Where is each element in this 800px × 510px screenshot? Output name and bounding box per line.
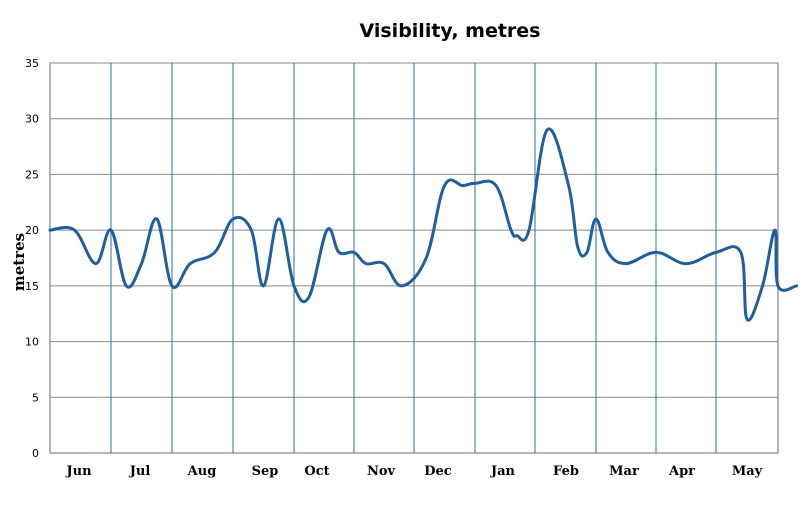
y-tick-label: 15: [25, 280, 39, 293]
x-tick-label: May: [732, 464, 763, 479]
y-tick-label: 5: [32, 391, 39, 404]
y-tick-label: 35: [25, 57, 39, 70]
y-tick-label: 30: [25, 113, 39, 126]
x-tick-label: Sep: [252, 464, 279, 479]
x-tick-label: Jul: [129, 464, 151, 479]
x-tick-label: Jan: [490, 464, 516, 479]
x-tick-label: Nov: [367, 464, 396, 479]
x-tick-label: Jun: [65, 464, 92, 479]
x-tick-label: Apr: [668, 464, 695, 479]
x-tick-label: Aug: [187, 464, 217, 479]
y-tick-label: 20: [25, 224, 39, 237]
chart-title: Visibility, metres: [359, 20, 541, 42]
x-tick-label: Feb: [553, 464, 579, 479]
x-tick-label: Dec: [424, 464, 452, 479]
x-tick-label: Oct: [304, 464, 329, 479]
y-tick-label: 10: [25, 336, 39, 349]
y-tick-label: 25: [25, 168, 39, 181]
y-tick-label: 0: [32, 447, 39, 460]
x-tick-label: Mar: [609, 464, 639, 479]
series-line: [48, 127, 799, 322]
